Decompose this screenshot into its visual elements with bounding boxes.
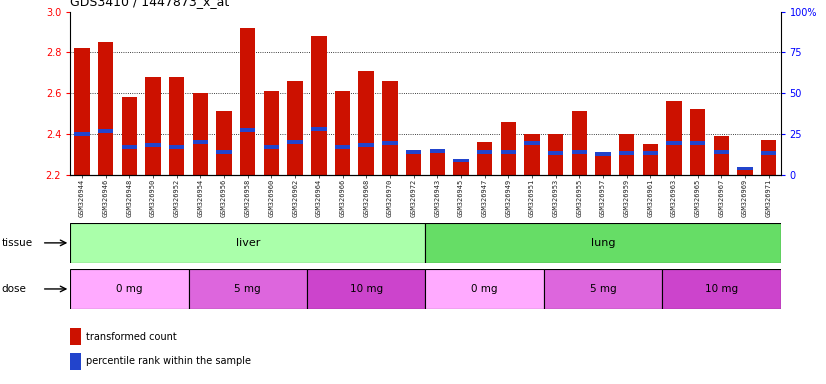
Bar [425,269,544,309]
Bar [619,151,634,155]
Bar [643,151,658,155]
Bar [287,140,303,144]
Bar [358,143,374,147]
Bar [453,159,468,162]
Text: GDS3410 / 1447873_x_at: GDS3410 / 1447873_x_at [70,0,230,8]
Bar [74,48,90,175]
Bar [74,132,90,136]
Bar [525,141,539,145]
Bar [263,146,279,149]
Bar [145,143,161,147]
Text: 10 mg: 10 mg [705,284,738,294]
Bar [453,161,468,175]
Bar [619,134,634,175]
Bar [662,269,781,309]
Bar [430,149,445,153]
Bar [738,169,752,175]
Bar [240,28,255,175]
Bar [188,269,307,309]
Bar [667,101,681,175]
Text: 0 mg: 0 mg [116,284,143,294]
Bar [335,91,350,175]
Bar [572,111,587,175]
Bar [358,71,374,175]
Bar [98,42,113,175]
Bar [121,97,137,175]
Bar [690,109,705,175]
Bar [761,151,776,155]
Text: 0 mg: 0 mg [472,284,498,294]
Bar [169,146,184,149]
Bar [192,93,208,175]
Bar [690,141,705,145]
Bar [738,167,752,170]
Bar [169,77,184,175]
Bar [70,353,81,370]
Bar [70,269,188,309]
Text: 5 mg: 5 mg [235,284,261,294]
Bar [121,146,137,149]
Bar [382,141,397,145]
Bar [643,144,658,175]
Text: 5 mg: 5 mg [590,284,616,294]
Bar [406,150,421,175]
Bar [70,223,425,263]
Bar [382,81,397,175]
Bar [596,152,610,156]
Bar [307,269,425,309]
Bar [216,111,232,175]
Bar [98,129,113,133]
Bar [501,151,516,154]
Bar [263,91,279,175]
Bar [406,151,421,154]
Bar [501,122,516,175]
Text: liver: liver [235,238,260,248]
Bar [548,151,563,155]
Bar [477,151,492,154]
Bar [477,142,492,175]
Text: dose: dose [2,284,26,294]
Bar [145,77,161,175]
Bar [596,154,610,175]
Bar [572,151,587,154]
Bar [714,136,729,175]
Bar [311,127,326,131]
Text: tissue: tissue [2,238,33,248]
Bar [430,152,445,175]
Bar [667,141,681,145]
Bar [525,134,539,175]
Bar [240,128,255,132]
Bar [287,81,303,175]
Bar [548,134,563,175]
Bar [192,140,208,144]
Bar [425,223,781,263]
Text: percentile rank within the sample: percentile rank within the sample [86,356,251,366]
Bar [544,269,662,309]
Bar [761,140,776,175]
Bar [70,328,81,345]
Text: transformed count: transformed count [86,331,177,341]
Text: 10 mg: 10 mg [349,284,382,294]
Bar [216,151,232,154]
Bar [714,151,729,154]
Bar [335,146,350,149]
Text: lung: lung [591,238,615,248]
Bar [311,36,326,175]
